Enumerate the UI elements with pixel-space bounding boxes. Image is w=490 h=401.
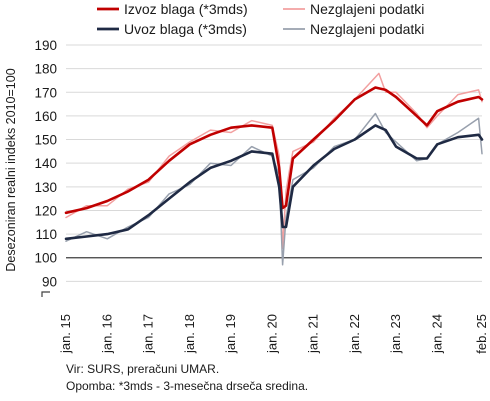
footnote: Opomba: *3mds - 3-mesečna drseča sredina… — [66, 379, 309, 393]
x-tick-label: jan. 22 — [347, 314, 362, 354]
x-tick-label: jan. 23 — [388, 314, 403, 354]
y-tick-label: 180 — [34, 62, 57, 77]
y-tick-label: 90 — [42, 274, 57, 289]
y-axis-break — [41, 291, 50, 297]
x-tick-label: jan. 15 — [58, 314, 73, 354]
series-line — [64, 86, 484, 215]
y-tick-label: 150 — [34, 133, 57, 148]
x-tick-labels: jan. 15 jan. 16 jan. 17 jan. 18 jan. 19 jan. … — [58, 314, 489, 354]
y-tick-label: 120 — [34, 203, 57, 218]
y-tick-label: 160 — [34, 109, 57, 124]
x-tick-label: jan. 20 — [264, 314, 279, 354]
legend: Izvoz blaga (*3mds) Nezglajeni podatki Uvo… — [97, 1, 424, 37]
legend-label: Izvoz blaga (*3mds) — [124, 1, 248, 17]
y-tick-label: 110 — [35, 227, 57, 242]
x-tick-label: jan. 19 — [223, 314, 238, 354]
y-tick-label: 170 — [34, 85, 57, 100]
series-line — [64, 124, 484, 241]
legend-label: Uvoz blaga (*3mds) — [124, 21, 247, 37]
x-tick-label: jan. 21 — [306, 314, 321, 354]
x-tick-label: jan. 18 — [182, 314, 197, 354]
y-tick-label: 130 — [34, 180, 57, 195]
y-tick-label: 100 — [34, 251, 57, 266]
x-tick-label: jan. 17 — [141, 314, 156, 354]
y-axis-label: Desezoniran realni indeks 2010=100 — [4, 68, 18, 271]
y-tick-label: 190 — [34, 38, 57, 53]
y-tick-labels: 190 180 170 160 150 140 130 120 110 100 90 — [34, 38, 57, 289]
x-tick-label: jan. 16 — [99, 314, 114, 354]
y-tick-label: 140 — [34, 156, 57, 171]
axis-break-mark — [41, 291, 50, 297]
legend-label: Nezglajeni podatki — [310, 21, 424, 37]
legend-label: Nezglajeni podatki — [310, 1, 424, 17]
x-tick-label: feb. 25 — [474, 314, 489, 354]
series-lines — [64, 72, 484, 266]
x-tick-label: jan. 24 — [429, 314, 444, 354]
source-note: Vir: SURS, preračuni UMAR. — [66, 362, 220, 376]
